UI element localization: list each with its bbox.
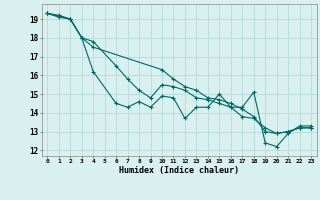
X-axis label: Humidex (Indice chaleur): Humidex (Indice chaleur) — [119, 166, 239, 175]
